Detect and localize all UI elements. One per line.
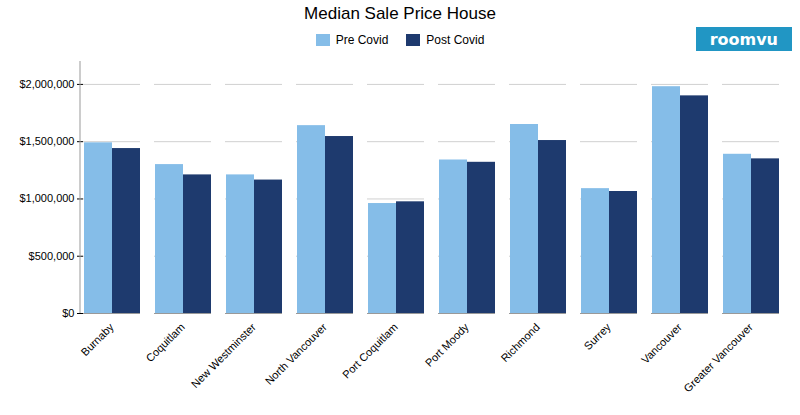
svg-text:North Vancouver: North Vancouver — [263, 321, 330, 388]
svg-text:$1,000,000: $1,000,000 — [19, 192, 74, 204]
svg-text:Surrey: Surrey — [582, 320, 614, 352]
svg-text:Burnaby: Burnaby — [78, 320, 116, 358]
html-text:Median Sale Price House: Median Sale Price House — [304, 4, 496, 23]
svg-text:$2,000,000: $2,000,000 — [19, 78, 74, 90]
html-text:roomvu: roomvu — [709, 29, 778, 49]
svg-text:Port Moody: Port Moody — [423, 320, 472, 369]
svg-text:Vancouver: Vancouver — [639, 321, 684, 366]
svg-text:Coquitlam: Coquitlam — [143, 321, 187, 365]
svg-text:Richmond: Richmond — [498, 321, 542, 365]
svg-text:$1,500,000: $1,500,000 — [19, 135, 74, 147]
html-text:Pre Covid: Pre Covid — [335, 33, 389, 47]
html-text:Post Covid: Post Covid — [426, 33, 485, 47]
svg-text:$500,000: $500,000 — [29, 250, 75, 262]
svg-text:Greater Vancouver: Greater Vancouver — [681, 321, 755, 395]
svg-text:New Westminster: New Westminster — [189, 321, 259, 391]
svg-text:$0: $0 — [62, 307, 74, 319]
svg-text:Port Coquitlam: Port Coquitlam — [340, 321, 400, 381]
